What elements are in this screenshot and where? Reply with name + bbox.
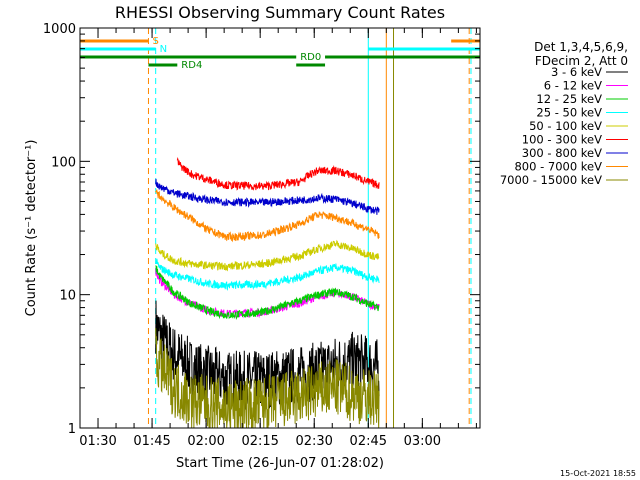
series-line — [155, 328, 380, 429]
plot-area: SN RD0 RD4 1 10 100 1000 01:30 01:45 02:00 02:15 02… — [43, 22, 481, 449]
y-tick-label: 1 — [68, 422, 76, 437]
y-axis-label: Count Rate (s⁻¹ detector⁻¹) — [24, 140, 39, 317]
x-tick-label: 02:30 — [295, 434, 332, 449]
y-tick-label: 100 — [51, 155, 76, 170]
legend: Det 1,3,4,5,6,9,FDecim 2, Att 03 - 6 keV… — [500, 40, 628, 187]
legend-header: FDecim 2, Att 0 — [535, 54, 628, 68]
series-line — [155, 265, 380, 320]
legend-entry-label: 300 - 800 keV — [522, 146, 602, 160]
x-tick-label: 03:00 — [404, 434, 441, 449]
legend-entry-label: 12 - 25 keV — [536, 92, 602, 106]
series-line — [155, 178, 380, 215]
x-tick-label: 02:00 — [187, 434, 224, 449]
chart-title: RHESSI Observing Summary Count Rates — [115, 3, 445, 22]
x-tick-label: 01:30 — [79, 434, 116, 449]
y-tick-label: 1000 — [43, 22, 76, 37]
legend-entry-label: 6 - 12 keV — [544, 79, 602, 93]
flag-label: RD4 — [181, 60, 202, 71]
x-tick-label: 01:45 — [133, 434, 170, 449]
flag-label: N — [160, 44, 167, 55]
legend-entry-label: 100 - 300 keV — [522, 133, 602, 147]
legend-entry-label: 25 - 50 keV — [536, 106, 602, 120]
y-tick-label: 10 — [59, 289, 76, 304]
legend-entry-label: 7000 - 15000 keV — [500, 173, 602, 187]
timestamp: 15-Oct-2021 18:55 — [560, 469, 636, 478]
series-line — [155, 189, 380, 243]
series-line — [155, 258, 380, 291]
x-axis-label: Start Time (26-Jun-07 01:28:02) — [176, 456, 384, 471]
series-line — [176, 156, 380, 191]
flag-label: S — [152, 36, 158, 47]
legend-header: Det 1,3,4,5,6,9, — [534, 40, 628, 54]
legend-entry-label: 800 - 7000 keV — [514, 160, 602, 174]
flag-label: RD0 — [300, 52, 321, 63]
series-line — [155, 239, 380, 272]
x-tick-label: 02:45 — [350, 434, 387, 449]
legend-entry-label: 50 - 100 keV — [529, 119, 602, 133]
plot-frame — [79, 27, 481, 429]
x-tick-label: 02:15 — [241, 434, 278, 449]
legend-entry-label: 3 - 6 keV — [551, 65, 602, 79]
